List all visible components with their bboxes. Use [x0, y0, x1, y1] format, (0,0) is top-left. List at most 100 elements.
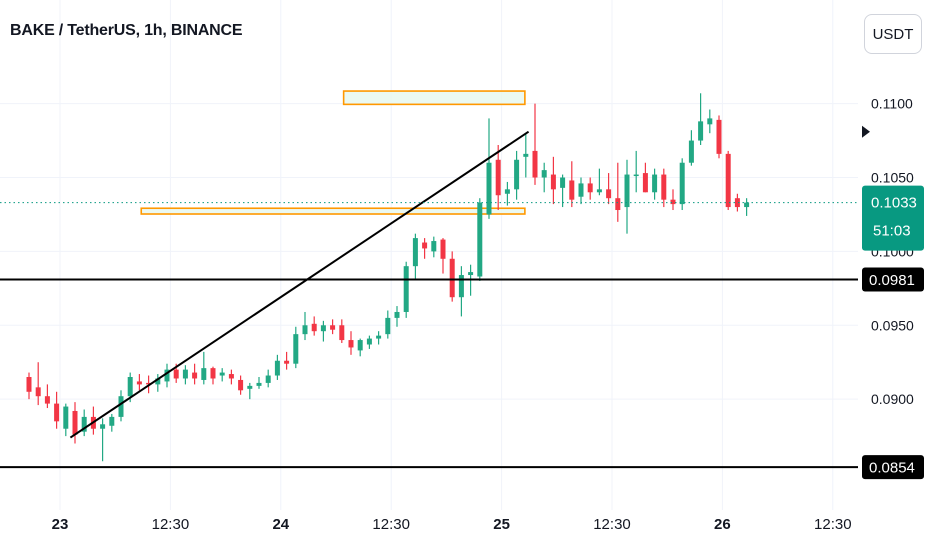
candle-body: [311, 323, 317, 332]
candle-body: [348, 340, 354, 348]
candle-body: [504, 189, 510, 194]
candle-body: [54, 403, 60, 422]
candle-body: [468, 272, 474, 276]
candle-body: [716, 119, 722, 154]
candle-body: [596, 189, 602, 193]
time-tick-label: 25: [493, 516, 510, 533]
candle-body: [127, 377, 133, 397]
candle-body: [228, 374, 234, 379]
candle-body: [458, 275, 464, 298]
candle-body: [284, 360, 290, 364]
candle-body: [201, 368, 207, 380]
countdown-label: 51:03: [873, 223, 911, 240]
candle-body: [81, 416, 87, 432]
candle-body: [394, 311, 400, 318]
time-tick-label: 23: [52, 516, 69, 533]
candle-body: [247, 385, 253, 389]
candle-body: [486, 162, 492, 215]
candle-body: [422, 242, 428, 249]
candle-body: [707, 118, 713, 125]
candle-body: [219, 372, 225, 376]
price-tick-label: 0.0950: [871, 317, 914, 333]
level-price-label: 0.0981: [869, 272, 915, 289]
candle-body: [357, 340, 363, 351]
time-tick-label: 26: [714, 516, 731, 533]
candle-body: [293, 334, 299, 364]
time-tick-label: 12:30: [152, 516, 190, 533]
price-tick-label: 0.1100: [871, 96, 913, 112]
price-tick-label: 0.1050: [871, 170, 914, 186]
candle-body: [136, 381, 142, 385]
current-price-badge: [862, 185, 924, 251]
resistance-zone[interactable]: [342, 90, 526, 106]
level-price-badge: [862, 455, 924, 480]
symbol-title: BAKE / TetherUS, 1h, BINANCE: [10, 22, 243, 39]
candle-body: [155, 378, 161, 385]
candle-body: [320, 325, 326, 332]
grid-lines: [0, 0, 858, 510]
candle-body: [35, 387, 41, 397]
candle-body: [238, 379, 244, 391]
candle-body: [72, 410, 78, 435]
candle-body: [173, 369, 179, 379]
candle-body: [550, 174, 556, 190]
candle-body: [670, 199, 676, 205]
price-axis: 0.11000.10500.10000.09500.09000.09810.08…: [862, 96, 924, 480]
candle-body: [633, 174, 639, 177]
candle-body: [274, 360, 280, 376]
candle-body: [744, 202, 750, 208]
candle-body: [688, 140, 694, 163]
candle-body: [734, 198, 740, 208]
candle-body: [118, 396, 124, 417]
candle-body: [587, 183, 593, 193]
level-price-label: 0.0854: [869, 460, 915, 477]
current-price-label: 0.1033: [871, 195, 917, 212]
candle-body: [192, 372, 198, 379]
candle-body: [652, 174, 658, 193]
candle-body: [440, 239, 446, 259]
candle-body: [182, 369, 188, 379]
candle-body: [725, 153, 731, 208]
candle-body: [366, 338, 372, 345]
candle-body: [330, 325, 336, 330]
candle-body: [569, 180, 575, 200]
candle-body: [606, 189, 612, 199]
candles: [26, 93, 750, 462]
candle-body: [532, 150, 538, 178]
drawing-lines: [0, 130, 858, 469]
trendline[interactable]: [69, 130, 530, 439]
candle-body: [265, 375, 271, 383]
candle-body: [403, 266, 409, 312]
candle-body: [164, 369, 170, 382]
candle-body: [541, 170, 547, 178]
candle-body: [615, 198, 621, 211]
candle-body: [523, 153, 529, 157]
candle-body: [26, 377, 32, 392]
candle-body: [109, 416, 115, 426]
candle-body: [210, 368, 216, 379]
candle-body: [477, 202, 483, 277]
candle-body: [661, 174, 667, 200]
time-tick-label: 12:30: [814, 516, 852, 533]
candle-body: [495, 159, 501, 196]
candle-body: [256, 382, 262, 386]
support-zone[interactable]: [140, 207, 526, 215]
candle-body: [100, 424, 106, 429]
candle-body: [376, 335, 382, 339]
candle-body: [642, 173, 648, 193]
level-price-badge: [862, 267, 924, 292]
time-tick-label: 12:30: [593, 516, 631, 533]
candle-body: [44, 396, 50, 404]
candle-body: [624, 174, 630, 208]
candle-body: [63, 406, 69, 429]
time-axis: 23 12:30 24 12:30 25 12:30 26 12:30: [52, 516, 852, 533]
currency-button[interactable]: USDT: [864, 14, 922, 54]
candle-body: [146, 382, 152, 385]
candle-body: [698, 121, 704, 141]
candle-body: [302, 325, 308, 335]
drawing-zones: [140, 90, 526, 215]
time-tick-label: 12:30: [372, 516, 410, 533]
candle-body: [578, 183, 584, 197]
trendline-axis-marker-icon: [862, 125, 870, 138]
